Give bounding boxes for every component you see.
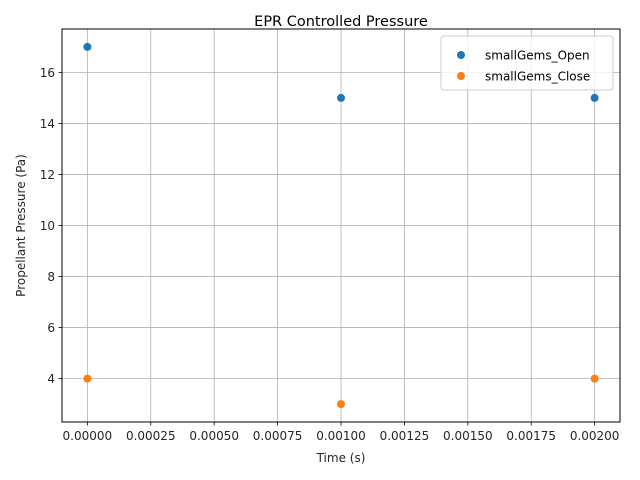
x-tick-label: 0.00125 xyxy=(380,429,430,443)
y-axis-label: Propellant Pressure (Pa) xyxy=(14,154,28,297)
x-tick-label: 0.00000 xyxy=(63,429,113,443)
x-tick-label: 0.00075 xyxy=(253,429,303,443)
y-tick-label: 10 xyxy=(40,219,55,233)
x-tick-label: 0.00175 xyxy=(506,429,556,443)
y-tick-label: 12 xyxy=(40,168,55,182)
legend-marker-close xyxy=(457,72,465,80)
data-point-smallGems_Open xyxy=(590,93,599,102)
y-tick-label: 4 xyxy=(47,372,55,386)
data-point-smallGems_Close xyxy=(337,400,345,409)
x-axis-ticks: 0.00000 0.00025 0.00050 0.00075 0.00100 0.001… xyxy=(63,422,620,443)
data-point-smallGems_Open xyxy=(83,42,92,51)
data-point-smallGems_Open xyxy=(337,93,345,102)
legend-label-close: smallGems_Close xyxy=(485,70,590,84)
y-tick-label: 6 xyxy=(47,321,55,335)
y-tick-label: 16 xyxy=(40,66,55,80)
y-tick-label: 14 xyxy=(40,117,55,131)
y-axis-ticks: 4 6 8 10 12 14 16 xyxy=(40,66,62,386)
x-axis-label: Time (s) xyxy=(316,451,366,465)
legend-marker-open xyxy=(457,51,465,59)
data-point-smallGems_Close xyxy=(83,374,92,383)
grid xyxy=(62,29,620,422)
x-tick-label: 0.00150 xyxy=(443,429,493,443)
data-point-smallGems_Close xyxy=(590,374,599,383)
legend: smallGems_Open smallGems_Close xyxy=(440,35,614,91)
legend-label-open: smallGems_Open xyxy=(485,49,590,63)
x-tick-label: 0.00050 xyxy=(189,429,239,443)
legend-box xyxy=(440,35,614,91)
x-tick-label: 0.00100 xyxy=(316,429,366,443)
x-tick-label: 0.00200 xyxy=(570,429,620,443)
chart-title: EPR Controlled Pressure xyxy=(254,14,428,30)
y-tick-label: 8 xyxy=(47,270,55,284)
x-tick-label: 0.00025 xyxy=(126,429,176,443)
data-points xyxy=(83,42,599,409)
